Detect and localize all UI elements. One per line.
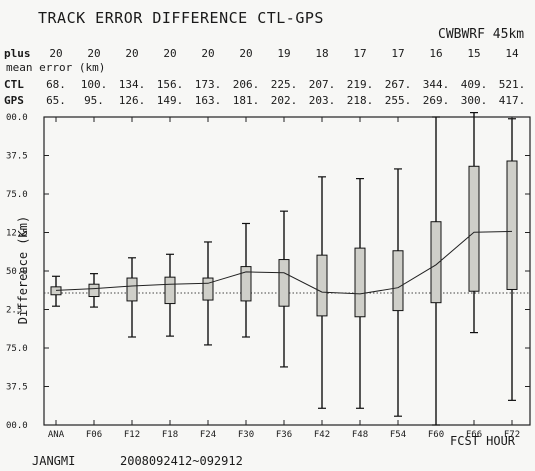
ctl-value: 156.: [157, 78, 184, 91]
x-tick-label: F06: [86, 430, 102, 440]
ctl-error-row: 68. 100. 134. 156. 173. 206. 225. 207. 219. 267. 3…: [46, 78, 525, 91]
plus-count-row: 20 20 20 20 20 20 19 18 17 17 16 15 14: [49, 47, 519, 60]
gps-value: 163.: [195, 94, 222, 107]
iqr-box: [164, 276, 176, 305]
plus-count: 20: [49, 47, 62, 60]
ctl-value: 134.: [119, 78, 146, 91]
y-tick-label: 2.5: [6, 306, 22, 316]
gps-value: 300.: [461, 94, 488, 107]
plus-count: 20: [125, 47, 138, 60]
y-tick-label: 37.5: [6, 383, 28, 393]
ctl-value: 206.: [233, 78, 260, 91]
y-tick-label: 50.0: [6, 267, 28, 277]
iqr-box: [240, 266, 252, 302]
x-tick-label: F18: [162, 430, 178, 440]
gps-value: 269.: [423, 94, 450, 107]
y-tick-label: 00.0: [6, 113, 28, 123]
iqr-box: [354, 247, 366, 318]
x-tick-label: F72: [504, 430, 520, 440]
gps-value: 203.: [309, 94, 336, 107]
x-tick-label: F66: [466, 430, 482, 440]
x-tick-label: F30: [238, 430, 254, 440]
ctl-value: 207.: [309, 78, 336, 91]
x-axis-label: FCST HOUR: [450, 434, 516, 448]
gps-value: 202.: [271, 94, 298, 107]
gps-row-label: GPS: [4, 94, 24, 107]
y-tick-label: 75.0: [6, 344, 28, 354]
ctl-value: 344.: [423, 78, 450, 91]
ctl-row-label: CTL: [4, 78, 24, 91]
plus-count: 20: [239, 47, 252, 60]
ctl-value: 173.: [195, 78, 222, 91]
iqr-box: [88, 283, 100, 298]
gps-value: 255.: [385, 94, 412, 107]
iqr-box: [430, 221, 442, 304]
gps-value: 65.: [46, 94, 66, 107]
plus-count: 18: [315, 47, 328, 60]
boxes: [50, 160, 518, 318]
x-tick-label: F54: [390, 430, 406, 440]
plus-row-label: plus: [4, 47, 31, 60]
ctl-value: 100.: [81, 78, 108, 91]
y-tick-label: 00.0: [6, 421, 28, 431]
gps-value: 126.: [119, 94, 146, 107]
x-axis-ticks: ANA F06 F12 F18 F24 F30 F36 F42 F48 F54 F60 F66 F72: [48, 117, 520, 440]
x-tick-label: F60: [428, 430, 444, 440]
mean-difference-line: [55, 230, 513, 295]
iqr-box: [392, 250, 404, 312]
plus-count: 15: [467, 47, 480, 60]
plus-count: 20: [87, 47, 100, 60]
whiskers: [52, 111, 516, 426]
gps-error-row: 65. 95. 126. 149. 163. 181. 202. 203. 218. 255. 26…: [46, 94, 525, 107]
ctl-value: 267.: [385, 78, 412, 91]
y-tick-label: 75.0: [6, 190, 28, 200]
mean-error-label: mean error (km): [6, 61, 105, 74]
plus-count: 19: [277, 47, 290, 60]
iqr-box: [468, 165, 480, 292]
x-tick-label: F12: [124, 430, 140, 440]
iqr-box: [50, 286, 62, 296]
y-axis-ticks: 00.0 37.5 75.0 12.5 50.0 2.5 75.0 37.5 00.0: [6, 113, 530, 431]
ctl-value: 225.: [271, 78, 298, 91]
gps-value: 149.: [157, 94, 184, 107]
iqr-box: [316, 254, 328, 317]
plus-count: 16: [429, 47, 442, 60]
plus-count: 20: [163, 47, 176, 60]
gps-value: 218.: [347, 94, 374, 107]
case-period: 2008092412~092912: [120, 454, 243, 468]
ctl-value: 409.: [461, 78, 488, 91]
y-tick-label: 12.5: [6, 229, 28, 239]
plus-count: 14: [505, 47, 519, 60]
gps-value: 95.: [84, 94, 104, 107]
case-name: JANGMI: [32, 454, 75, 468]
ctl-value: 219.: [347, 78, 374, 91]
plus-count: 17: [353, 47, 366, 60]
model-label: CWBWRF 45km: [438, 27, 524, 42]
gps-value: 417.: [499, 94, 526, 107]
mean-line: [55, 230, 513, 295]
iqr-box: [506, 160, 518, 290]
ctl-value: 68.: [46, 78, 66, 91]
ctl-value: 521.: [499, 78, 526, 91]
iqr-box: [278, 259, 290, 307]
iqr-box: [126, 277, 138, 302]
iqr-box: [202, 277, 214, 301]
x-tick-label: F42: [314, 430, 330, 440]
y-tick-label: 37.5: [6, 152, 28, 162]
gps-value: 181.: [233, 94, 260, 107]
plus-count: 17: [391, 47, 404, 60]
y-axis-label: Difference (Km): [16, 216, 30, 324]
x-tick-label: F36: [276, 430, 292, 440]
plus-count: 20: [201, 47, 214, 60]
x-tick-label: F48: [352, 430, 368, 440]
x-tick-label: ANA: [48, 430, 65, 440]
x-tick-label: F24: [200, 430, 216, 440]
chart-title: TRACK ERROR DIFFERENCE CTL-GPS: [38, 9, 324, 27]
